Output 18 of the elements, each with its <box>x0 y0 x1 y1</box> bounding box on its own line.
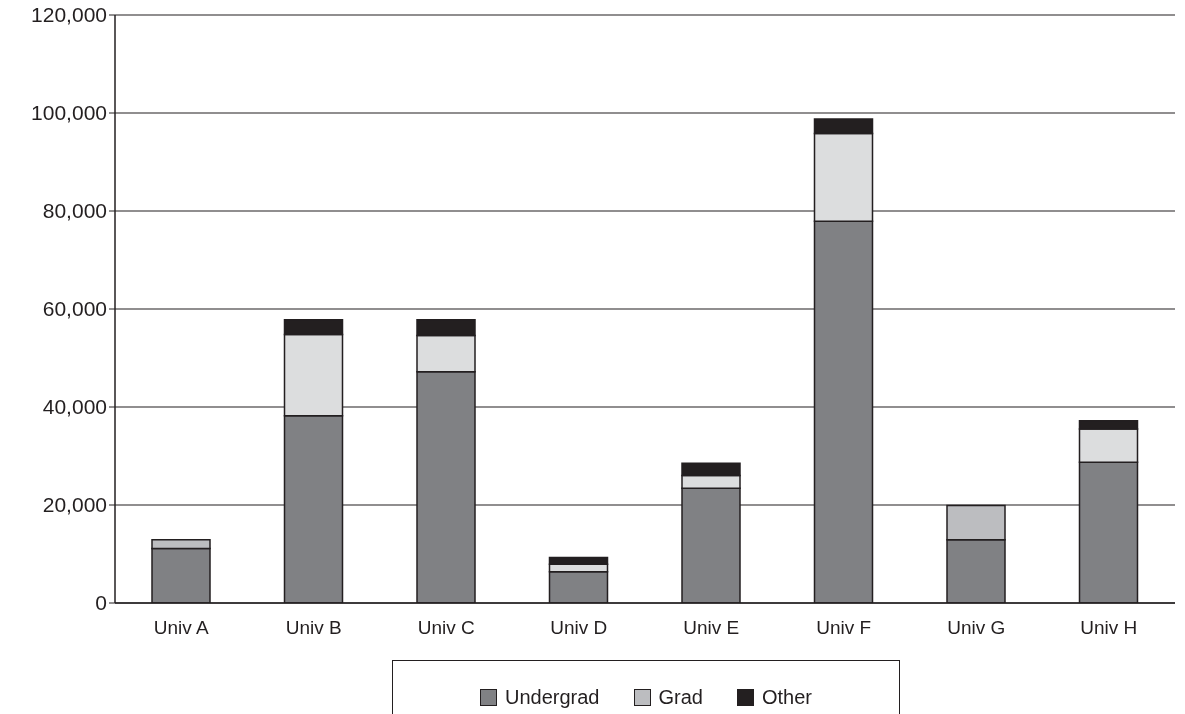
y-tick-label: 120,000 <box>31 3 107 27</box>
y-tick-label: 40,000 <box>42 395 107 419</box>
x-tick-label: Univ H <box>1080 617 1138 639</box>
y-tick-label: 80,000 <box>42 199 107 223</box>
x-tick-label: Univ B <box>285 617 342 639</box>
y-tick-label: 60,000 <box>42 297 107 321</box>
legend-label: Undergrad <box>504 686 600 709</box>
x-tick-label: Univ D <box>550 617 608 639</box>
x-tick-label: Univ G <box>947 617 1006 639</box>
x-tick-label: Univ A <box>153 617 210 639</box>
y-tick-label: 0 <box>95 591 107 615</box>
legend-label: Other <box>761 686 812 709</box>
legend-label: Grad <box>658 686 703 709</box>
y-tick-label: 100,000 <box>31 101 107 125</box>
x-tick-label: Univ F <box>816 617 872 639</box>
x-tick-label: Univ C <box>417 617 475 639</box>
y-tick-label: 20,000 <box>42 493 107 517</box>
x-tick-label: Univ E <box>683 617 740 639</box>
